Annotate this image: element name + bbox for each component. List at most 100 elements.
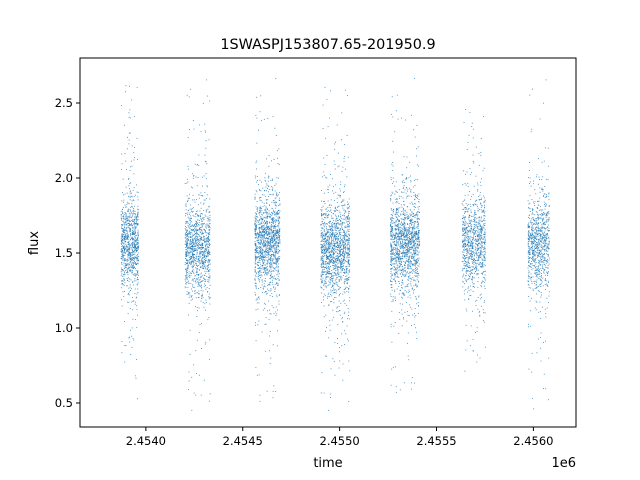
data-point <box>192 211 194 212</box>
data-point <box>200 394 202 396</box>
data-point <box>277 150 278 152</box>
data-point <box>404 264 406 266</box>
data-point <box>344 246 346 248</box>
data-point <box>198 331 200 333</box>
data-point <box>323 243 325 245</box>
data-point <box>331 301 332 303</box>
data-point <box>129 223 130 225</box>
data-point <box>261 331 263 333</box>
data-point <box>263 234 265 235</box>
data-point <box>261 214 263 216</box>
data-point <box>198 221 200 223</box>
data-point <box>268 241 270 243</box>
data-point <box>126 217 128 219</box>
data-point <box>189 226 191 228</box>
data-point <box>188 273 190 275</box>
data-point <box>271 189 273 190</box>
data-point <box>189 243 191 245</box>
data-point <box>325 237 326 239</box>
data-point <box>196 270 197 272</box>
data-point <box>255 251 257 253</box>
data-point <box>269 235 271 237</box>
data-point <box>337 263 339 265</box>
data-point <box>195 279 197 281</box>
data-point <box>265 186 267 188</box>
data-point <box>201 237 203 238</box>
data-point <box>122 256 123 258</box>
data-point <box>279 197 281 199</box>
data-point <box>322 264 324 266</box>
data-point <box>122 258 124 260</box>
data-point <box>135 222 137 224</box>
data-point <box>262 259 264 261</box>
data-point <box>391 368 393 370</box>
data-point <box>269 277 271 279</box>
data-point <box>330 236 332 237</box>
data-point <box>126 227 128 229</box>
data-point <box>344 235 346 237</box>
data-point <box>136 308 138 310</box>
data-point <box>256 258 258 260</box>
data-point <box>186 269 188 271</box>
data-point <box>265 244 267 246</box>
data-point <box>320 257 322 259</box>
data-point <box>125 263 127 265</box>
data-point <box>208 293 210 295</box>
data-point <box>192 265 194 267</box>
data-point <box>279 242 281 244</box>
data-point <box>327 295 329 297</box>
data-point <box>320 224 322 226</box>
data-point <box>255 225 257 227</box>
data-point <box>195 226 197 228</box>
data-point <box>129 166 131 168</box>
data-point <box>274 235 276 237</box>
data-point <box>275 315 277 317</box>
data-point <box>274 190 276 192</box>
data-point <box>208 237 210 239</box>
data-point <box>256 237 258 239</box>
data-point <box>188 389 189 391</box>
data-point <box>201 296 203 298</box>
data-point <box>259 242 261 244</box>
data-point <box>205 280 207 282</box>
data-point <box>279 204 281 206</box>
data-point <box>401 293 403 295</box>
data-point <box>336 266 338 268</box>
data-point <box>320 278 322 280</box>
data-point <box>133 205 135 207</box>
data-point <box>208 238 210 240</box>
data-point <box>267 244 269 246</box>
data-point <box>185 275 186 277</box>
data-point <box>279 256 281 258</box>
data-point <box>341 223 343 225</box>
data-point <box>199 220 200 221</box>
data-point <box>194 227 196 229</box>
data-point <box>208 298 210 300</box>
data-point <box>264 179 266 181</box>
data-point <box>257 261 259 263</box>
data-point <box>204 229 205 230</box>
data-point <box>135 239 137 241</box>
data-point <box>191 279 193 281</box>
data-point <box>273 240 275 241</box>
data-point <box>134 301 136 303</box>
data-point <box>339 233 340 235</box>
data-point <box>197 284 199 286</box>
data-point <box>343 253 345 255</box>
data-point <box>275 229 277 231</box>
data-point <box>255 206 257 208</box>
data-point <box>272 254 274 256</box>
data-point <box>407 279 409 281</box>
data-point <box>343 252 345 254</box>
data-point <box>327 293 329 295</box>
data-point <box>126 220 128 222</box>
data-point <box>391 226 393 228</box>
data-point <box>203 233 205 234</box>
data-point <box>129 256 131 258</box>
data-point <box>277 257 279 259</box>
data-point <box>189 262 191 264</box>
data-point <box>259 270 261 272</box>
data-point <box>196 258 198 260</box>
data-point <box>273 202 275 203</box>
data-point <box>394 238 396 239</box>
